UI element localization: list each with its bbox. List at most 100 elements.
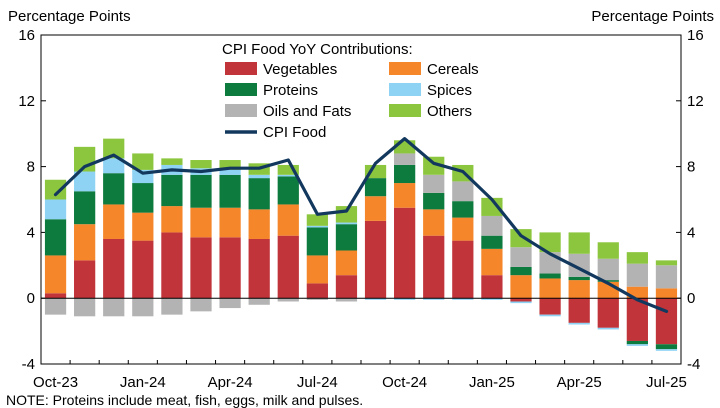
bar-segment-cereals [510,275,532,299]
bar-segment-oils-and-fats [335,298,358,302]
bar-segment-oils-and-fats [190,298,212,312]
bar-segment-proteins [452,201,474,218]
bar-segment-cereals [132,212,154,241]
y-tick-label-left: 12 [18,93,35,110]
legend-swatch-proteins [225,83,257,96]
bar-segment-proteins [655,344,678,350]
bar-segment-vegetables [161,232,183,299]
bar-segment-others [626,252,648,264]
legend-swatch-cereals [389,62,421,75]
y-tick-label-right: 12 [687,93,704,110]
y-tick-label-left: 8 [27,159,35,176]
bar-segment-oils-and-fats [44,298,67,315]
bar-segment-oils-and-fats [74,298,96,317]
bar-segment-spices [539,314,561,317]
bar-segment-oils-and-fats [161,298,183,315]
y-tick-label-left: 16 [18,27,35,44]
bar-segment-cereals [161,206,183,233]
bar-segment-cereals [335,250,358,276]
y-tick-label-right: 0 [687,290,695,307]
bar-segment-proteins [626,340,648,345]
bar-segment-others [306,214,328,226]
bar-segment-others [539,232,561,253]
legend-label-vegetables: Vegetables [263,61,337,78]
bar-segment-others [277,164,299,175]
bar-segment-oils-and-fats [452,181,474,202]
legend-swatch-oils-and-fats [225,104,257,117]
bar-segment-oils-and-fats [306,298,328,300]
bar-segment-spices [74,171,96,192]
bar-segment-cereals [306,255,328,284]
bar-segment-others [103,138,125,159]
bar-segment-proteins [481,235,503,249]
bar-segment-proteins [539,273,561,279]
bar-segment-vegetables [190,237,212,299]
y-tick-label-left: 4 [27,224,35,241]
bar-segment-spices [597,327,619,330]
bar-segment-oils-and-fats [277,298,299,302]
bar-segment-oils-and-fats [655,265,678,289]
footnote: NOTE: Proteins include meat, fish, eggs,… [6,392,364,408]
x-tick-label: Jul-24 [297,374,338,391]
x-tick-label: Apr-25 [557,374,602,391]
bar-segment-vegetables [364,220,387,299]
bar-segment-cereals [219,207,241,238]
bar-segment-spices [626,344,648,346]
legend-label-cereals: Cereals [427,61,479,78]
bar-segment-vegetables [248,238,270,299]
legend-label-proteins: Proteins [263,82,318,99]
bar-segment-vegetables [335,275,358,299]
bar-segment-oils-and-fats [597,258,619,281]
bar-segment-proteins [190,174,212,208]
bar-segment-vegetables [277,235,299,299]
bar-segment-vegetables [510,298,532,302]
bar-segment-spices [452,298,474,300]
bar-segment-proteins [44,219,67,256]
bar-segment-spices [364,298,387,300]
bar-segment-vegetables [132,240,154,299]
bar-segment-vegetables [394,207,416,299]
y-axis-unit-right: Percentage Points [591,8,714,25]
bar-segment-vegetables [626,298,648,341]
y-tick-label-right: 16 [687,27,704,44]
bar-segment-proteins [103,173,125,205]
bar-segment-others [190,160,212,169]
y-axis-unit-left: Percentage Points [8,8,131,25]
bar-segment-vegetables [103,238,125,299]
bar-segment-vegetables [539,298,561,315]
legend-label-cpi-food: CPI Food [263,124,326,141]
bar-segment-spices [219,169,241,175]
bar-segment-spices [655,349,678,351]
bar-segment-others [597,242,619,259]
bar-segment-cereals [74,224,96,261]
bar-segment-proteins [248,178,270,210]
bar-segment-cereals [655,288,678,299]
bar-segment-vegetables [481,275,503,299]
y-tick-label-left: -4 [22,356,35,373]
bar-segment-cereals [626,286,648,299]
bar-segment-spices [423,298,445,300]
bar-segment-spices [568,322,590,325]
bar-segment-oils-and-fats [626,263,648,287]
legend-swatch-others [389,104,421,117]
bar-segment-proteins [568,276,590,281]
bar-segment-spices [481,298,503,300]
bar-segment-vegetables [568,298,590,323]
bar-segment-proteins [277,176,299,205]
bar-segment-others [510,229,532,248]
bar-segment-proteins [510,266,532,276]
x-tick-label: Apr-24 [208,374,253,391]
bar-segment-oils-and-fats [481,215,503,236]
bar-segment-cereals [394,183,416,208]
bar-segment-oils-and-fats [248,298,270,305]
bar-segment-proteins [423,192,445,210]
bar-segment-vegetables [74,260,96,299]
bar-segment-spices [44,199,67,220]
bar-segment-oils-and-fats [423,174,445,193]
legend-label-others: Others [427,103,472,120]
bar-segment-vegetables [44,293,67,299]
legend-label-spices: Spices [427,82,472,99]
x-tick-label: Jan-25 [469,374,515,391]
bar-segment-spices [277,174,299,177]
